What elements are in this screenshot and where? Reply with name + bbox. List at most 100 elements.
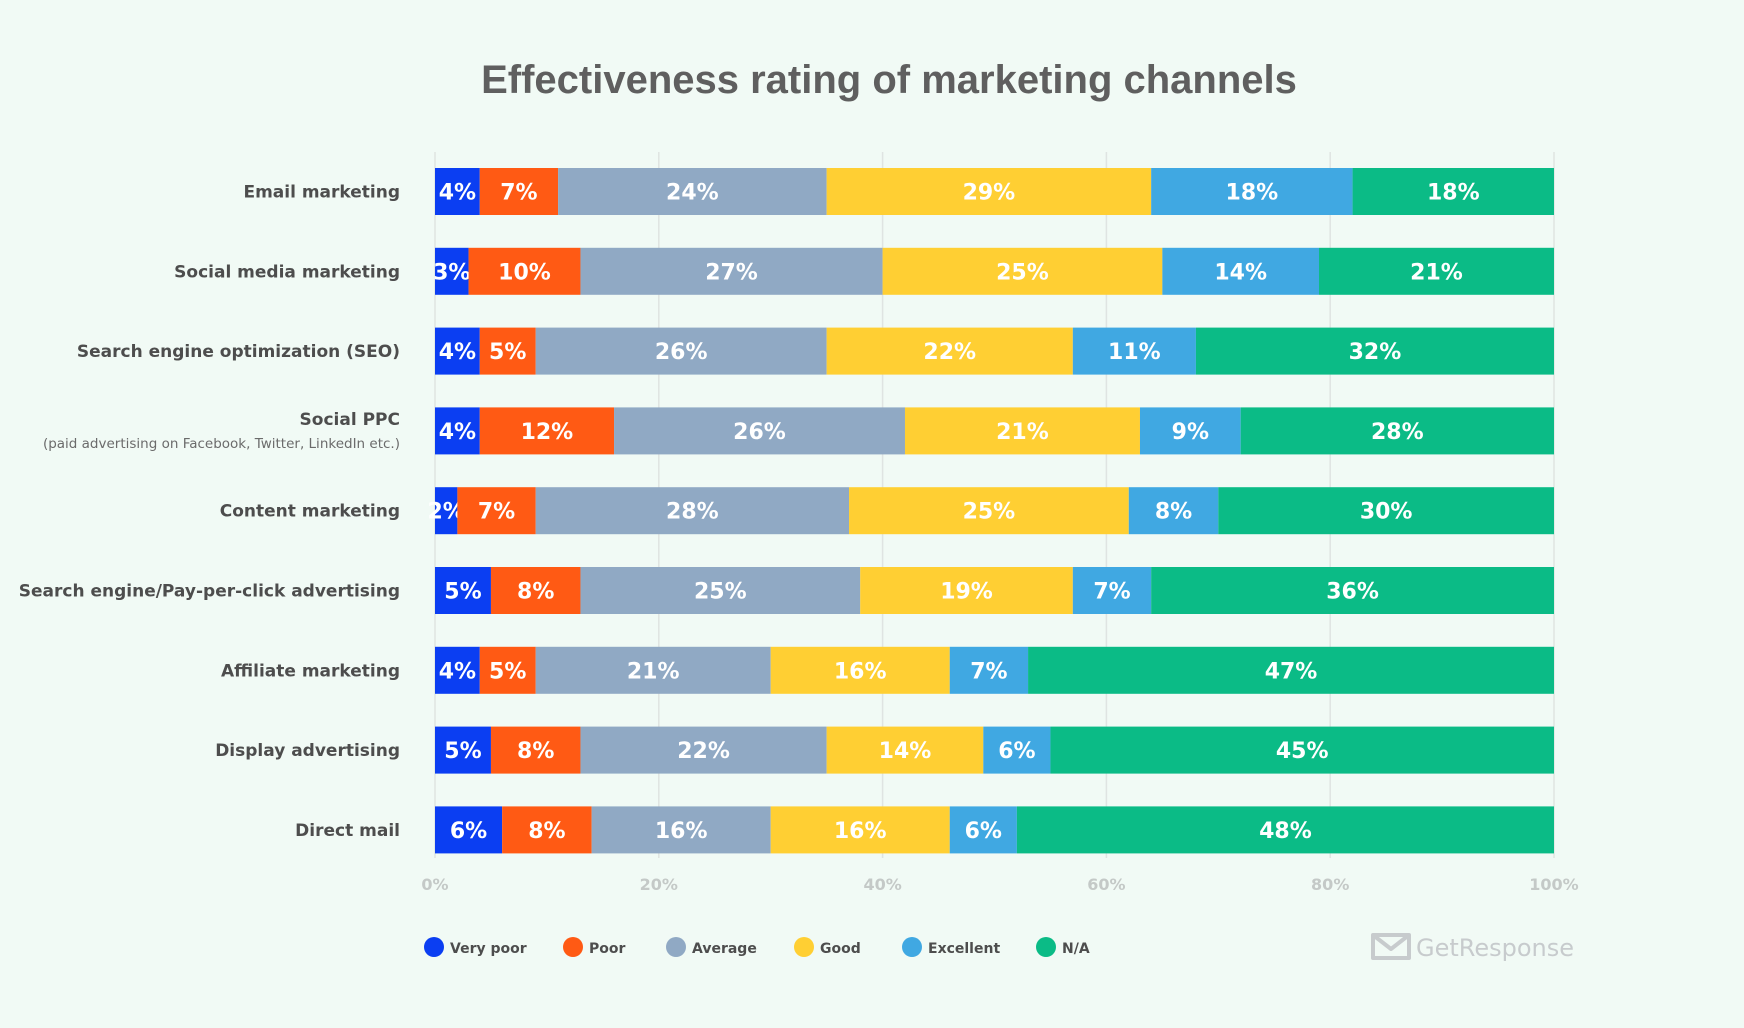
bar-segment — [1139, 407, 1241, 455]
bar-segment — [479, 327, 536, 375]
bar-segment — [1240, 407, 1554, 455]
data-label: 14% — [1214, 260, 1267, 285]
chart-title: Effectiveness rating of marketing channe… — [481, 58, 1297, 102]
bar-segment — [535, 646, 771, 694]
data-label: 25% — [963, 500, 1016, 525]
data-label: 6% — [965, 819, 1002, 844]
bar-segment — [826, 168, 1152, 215]
category-label: Social PPC — [300, 410, 400, 430]
bar-segment — [1028, 646, 1554, 694]
bar-segment — [435, 806, 503, 854]
data-label: 8% — [528, 819, 565, 844]
x-tick-label: 40% — [863, 875, 901, 894]
bar-segment — [435, 646, 480, 694]
data-label: 7% — [478, 500, 515, 525]
bar-segment — [770, 806, 950, 854]
data-label: 4% — [439, 340, 476, 365]
legend-label: Average — [692, 941, 757, 957]
brand-logo-text: GetResponse — [1416, 934, 1574, 962]
data-label: 6% — [998, 739, 1035, 764]
data-label: 4% — [439, 659, 476, 684]
bar-segment — [479, 407, 615, 455]
data-label: 29% — [963, 181, 1016, 206]
data-label: 3% — [433, 260, 470, 285]
bar-segment — [535, 327, 827, 375]
bar-layer: 4% 7% 24% 29% 18% 18% 3% 10% 27% 25% 14% 21% 4% 5% 26%… — [428, 168, 1554, 854]
bar-segment — [479, 168, 559, 215]
data-label: 27% — [705, 260, 758, 285]
data-label: 25% — [694, 580, 747, 605]
x-tick-label: 100% — [1529, 875, 1578, 894]
bar-segment — [502, 806, 592, 854]
bar-segment — [580, 247, 883, 295]
data-label: 47% — [1265, 659, 1318, 684]
x-tick-label: 60% — [1087, 875, 1125, 894]
legend-label: Very poor — [450, 941, 527, 957]
data-label: 18% — [1427, 181, 1480, 206]
bar-segment — [849, 487, 1129, 535]
bar-segment — [435, 407, 480, 455]
x-tick-label: 20% — [640, 875, 678, 894]
data-label: 11% — [1108, 340, 1161, 365]
data-label: 8% — [517, 739, 554, 764]
bar-segment — [882, 247, 1163, 295]
bar-segment — [1162, 247, 1320, 295]
legend-label: Poor — [589, 941, 625, 957]
data-label: 32% — [1349, 340, 1402, 365]
bar-segment — [580, 726, 827, 774]
category-label: Content marketing — [220, 502, 400, 522]
bar-segment — [468, 247, 581, 295]
bar-segment — [1352, 168, 1554, 215]
legend-swatch — [424, 937, 444, 957]
bar-segment — [479, 646, 536, 694]
data-label: 7% — [970, 659, 1007, 684]
data-label: 9% — [1172, 420, 1209, 445]
bar-segment — [860, 567, 1073, 614]
data-label: 22% — [923, 340, 976, 365]
data-label: 30% — [1360, 500, 1413, 525]
data-label: 26% — [655, 340, 708, 365]
bar-segment — [1072, 567, 1152, 614]
legend-label: N/A — [1062, 941, 1090, 957]
bar-segment — [826, 726, 984, 774]
data-label: 19% — [940, 580, 993, 605]
legend-label: Good — [820, 941, 861, 957]
data-label: 5% — [444, 580, 481, 605]
data-label: 16% — [834, 819, 887, 844]
bar-segment — [1319, 247, 1554, 295]
bar-segment — [490, 567, 581, 614]
bar-segment — [826, 327, 1073, 375]
bar-segment — [1151, 567, 1554, 614]
bar-segment — [558, 168, 827, 215]
data-label: 4% — [439, 181, 476, 206]
data-label: 12% — [521, 420, 574, 445]
bar-segment — [1151, 168, 1353, 215]
data-label: 10% — [498, 260, 551, 285]
category-label: Display advertising — [215, 741, 400, 761]
brand-logo: GetResponse — [1371, 933, 1574, 962]
category-label-layer: Email marketing Social media marketing Sea… — [19, 183, 400, 841]
legend-swatch — [794, 937, 814, 957]
category-label: Search engine/Pay-per-click advertising — [19, 582, 400, 602]
bar-segment — [435, 327, 480, 375]
bar-segment — [1050, 726, 1554, 774]
data-label: 7% — [500, 181, 537, 206]
bar-segment — [435, 487, 458, 535]
data-label: 7% — [1093, 580, 1130, 605]
data-label: 25% — [996, 260, 1049, 285]
data-label: 21% — [996, 420, 1049, 445]
data-label: 28% — [666, 500, 719, 525]
category-label: Email marketing — [243, 183, 400, 203]
data-label: 21% — [627, 659, 680, 684]
bar-segment — [457, 487, 536, 535]
legend-swatch — [902, 937, 922, 957]
bar-segment — [983, 726, 1051, 774]
data-label: 16% — [834, 659, 887, 684]
bar-segment — [949, 806, 1017, 854]
bar-segment — [435, 168, 480, 215]
data-label: 28% — [1371, 420, 1424, 445]
data-label: 48% — [1259, 819, 1312, 844]
legend-label: Excellent — [928, 941, 1000, 957]
getresponse-logo-icon — [1371, 933, 1411, 960]
bar-segment — [591, 806, 771, 854]
